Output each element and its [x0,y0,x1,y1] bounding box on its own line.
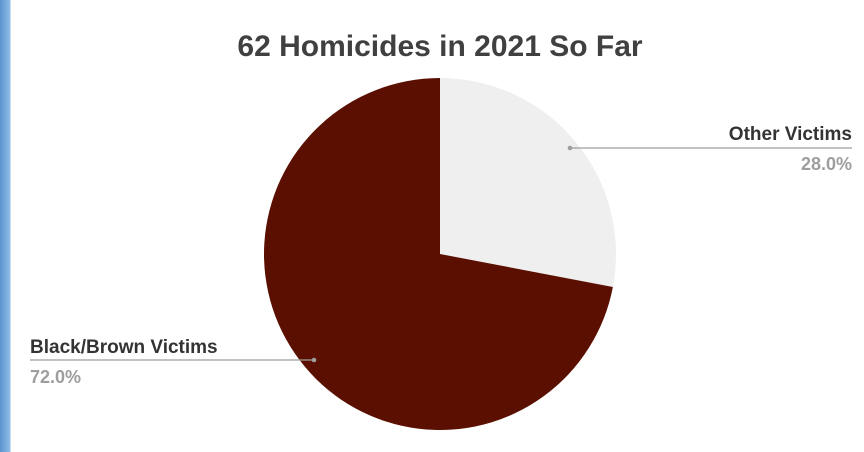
leader-dot-other-victims [567,145,573,151]
chart-title: 62 Homicides in 2021 So Far [237,30,643,63]
pie-slices [263,78,616,431]
leader-dot-black-brown-victims [311,357,317,363]
slice-label-other-victims: Other Victims [729,124,852,145]
slice-value-other-victims: 28.0% [801,154,852,174]
pie-slice-black-brown-victims [263,78,613,431]
label-black-brown-victims: Black/Brown Victims 72.0% [30,337,317,387]
label-other-victims: Other Victims 28.0% [567,124,852,174]
slice-value-black-brown-victims: 72.0% [30,367,81,387]
slice-label-black-brown-victims: Black/Brown Victims [30,337,218,358]
pie-slice-other-victims [440,78,616,287]
